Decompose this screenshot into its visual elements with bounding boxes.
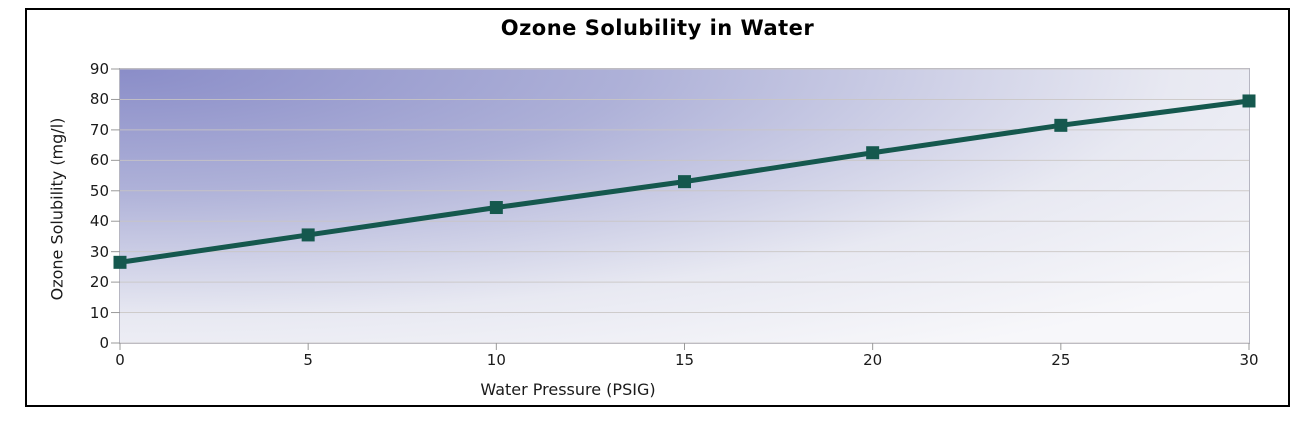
y-tick-label: 80 [89,90,109,109]
data-point-marker [1054,118,1068,132]
chart-title: Ozone Solubility in Water [500,16,815,40]
line-chart-canvas [111,68,1256,350]
data-point-marker [1242,94,1256,108]
y-tick-label: 20 [89,273,109,292]
data-point-marker [866,146,880,160]
x-axis-title: Water Pressure (PSIG) [480,380,656,399]
data-point-marker [489,201,503,215]
chart-frame: Ozone Solubility in Water Water Pressure… [25,8,1290,407]
y-tick-label: 0 [99,334,109,352]
x-tick-label: 15 [674,351,695,369]
x-tick-label: 30 [1239,351,1259,369]
y-tick-label: 50 [89,181,109,200]
data-point-marker [678,175,691,189]
y-tick-label: 60 [89,151,109,170]
x-tick-label: 0 [115,351,125,369]
y-tick-label: 30 [89,242,109,261]
data-point-marker [301,228,315,242]
x-tick-label: 5 [303,351,313,369]
y-tick-label: 40 [89,212,109,231]
data-point-marker [113,255,127,269]
y-tick-label: 90 [89,60,109,78]
y-tick-label: 10 [89,303,109,322]
x-tick-label: 20 [863,351,883,369]
plot-area [111,68,1256,350]
x-tick-label: 10 [486,351,506,369]
y-tick-label: 70 [89,120,109,139]
x-tick-label: 25 [1051,351,1071,369]
